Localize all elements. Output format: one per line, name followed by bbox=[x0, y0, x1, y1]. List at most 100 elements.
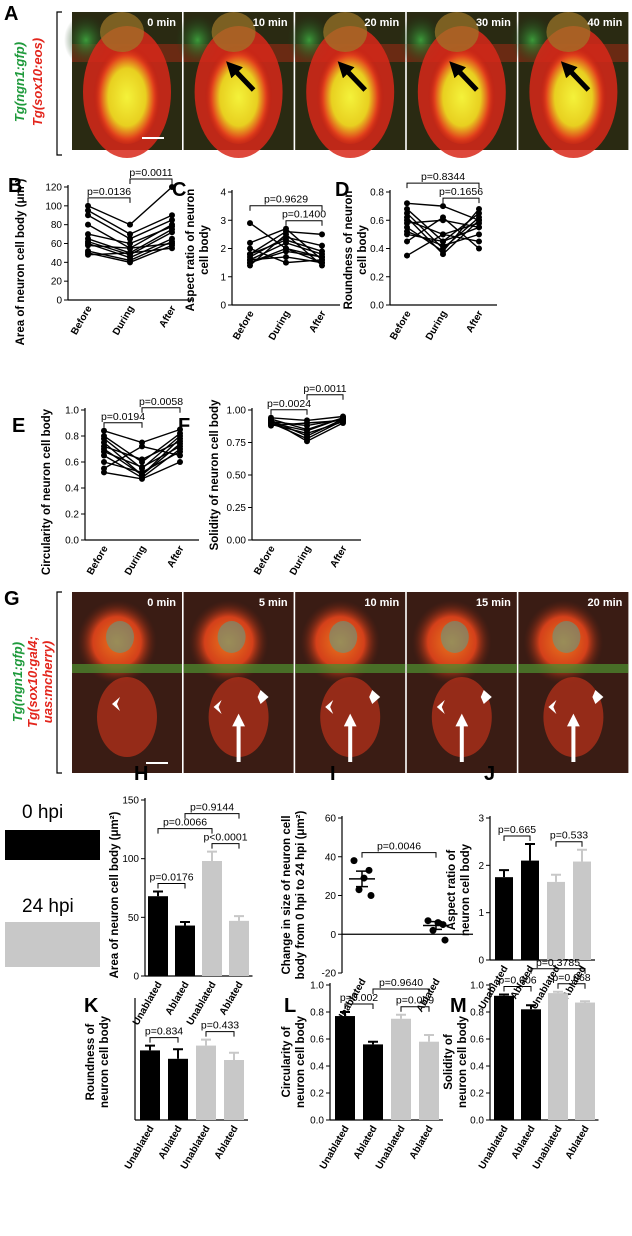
y-axis-label: Circularity of bbox=[281, 1026, 293, 1097]
error-bar bbox=[396, 1013, 406, 1019]
x-tick-label: After bbox=[307, 309, 328, 335]
neuron-body bbox=[316, 40, 385, 144]
significance-bracket bbox=[157, 828, 213, 834]
p-value-label: p=0.3785 bbox=[536, 957, 580, 969]
y-tick-label: 40 bbox=[325, 852, 337, 863]
y-tick-label: 0.25 bbox=[227, 503, 247, 514]
arrowhead bbox=[592, 690, 604, 704]
y-tick-label: 0.6 bbox=[370, 216, 384, 227]
panel-letter: D bbox=[335, 179, 349, 201]
y-axis-label: Area of neuron cell body (μm²) bbox=[15, 178, 27, 345]
y-tick-label: 120 bbox=[45, 183, 62, 194]
data-point bbox=[127, 235, 133, 242]
time-label: 20 min bbox=[588, 597, 623, 609]
bar bbox=[168, 1058, 188, 1120]
significance-bracket bbox=[270, 409, 308, 415]
data-point bbox=[404, 224, 410, 231]
error-bar bbox=[551, 873, 561, 882]
time-label: 10 min bbox=[253, 17, 288, 29]
significance-bracket bbox=[372, 988, 430, 994]
y-axis-label: Change in size of neuron cell bbox=[281, 815, 293, 974]
data-point bbox=[404, 214, 410, 221]
y-tick-label: 60 bbox=[51, 239, 63, 250]
data-point bbox=[169, 184, 175, 190]
bar bbox=[335, 1016, 355, 1120]
panel-letter: M bbox=[450, 995, 467, 1017]
x-tick-label: Before bbox=[69, 304, 95, 337]
image-frame: 10 min bbox=[295, 592, 406, 773]
arrow bbox=[449, 61, 479, 92]
x-tick-label: Unablated bbox=[131, 980, 165, 1027]
data-point bbox=[404, 220, 410, 227]
bar bbox=[196, 1045, 216, 1120]
data-point bbox=[319, 231, 325, 238]
y-axis-label: Aspect ratio of neuron bbox=[185, 189, 197, 312]
panel-letter: J bbox=[484, 763, 495, 785]
data-point bbox=[476, 231, 482, 238]
y-tick-label: 2 bbox=[220, 244, 226, 255]
y-tick-label: 0.8 bbox=[310, 1008, 324, 1019]
data-point bbox=[404, 231, 410, 238]
significance-bracket bbox=[249, 205, 323, 211]
data-point bbox=[476, 217, 482, 224]
y-tick-label: 0.8 bbox=[370, 188, 384, 199]
data-point bbox=[304, 420, 310, 426]
image-frame: 5 min bbox=[183, 592, 294, 773]
legend-swatch bbox=[5, 830, 100, 860]
y-tick-label: 0.2 bbox=[310, 1089, 324, 1100]
y-tick-label: 3 bbox=[220, 216, 226, 227]
error-bar bbox=[173, 1048, 183, 1059]
y-axis-label: Roundness of bbox=[85, 1024, 97, 1101]
image-frame: 15 min bbox=[406, 592, 517, 773]
data-point bbox=[404, 238, 410, 245]
p-value-label: p=0.006 bbox=[498, 974, 536, 986]
green-strip bbox=[183, 664, 294, 673]
data-point bbox=[283, 231, 289, 238]
y-axis-label: Roundness of neuron bbox=[343, 191, 355, 310]
significance-bracket bbox=[557, 983, 586, 989]
arrowhead bbox=[436, 700, 445, 714]
y-tick-label: 4 bbox=[220, 188, 226, 199]
x-tick-label: Unablated bbox=[123, 1124, 157, 1171]
significance-bracket bbox=[406, 182, 480, 189]
data-point bbox=[247, 220, 253, 227]
time-label: 0 min bbox=[147, 17, 176, 29]
significance-bracket bbox=[103, 422, 143, 428]
p-value-label: p=0.433 bbox=[201, 1020, 239, 1032]
significance-bracket bbox=[141, 407, 181, 413]
y-tick-label: 1.0 bbox=[310, 981, 324, 992]
x-tick-label: Before bbox=[85, 544, 111, 577]
error-bar bbox=[577, 848, 587, 862]
arrowhead bbox=[548, 700, 557, 714]
p-value-label: p=0.0176 bbox=[149, 872, 193, 884]
y-tick-label: 0.50 bbox=[227, 471, 247, 482]
arrowhead bbox=[369, 690, 381, 704]
data-point bbox=[169, 245, 175, 252]
y-tick-label: 0.6 bbox=[470, 1035, 484, 1046]
bar bbox=[363, 1044, 383, 1120]
significance-bracket bbox=[211, 843, 240, 849]
arrow bbox=[226, 61, 256, 92]
data-point bbox=[247, 245, 253, 252]
data-point bbox=[139, 464, 145, 471]
x-tick-label: During bbox=[267, 309, 293, 342]
time-label: 15 min bbox=[476, 597, 511, 609]
error-bar bbox=[580, 1000, 590, 1003]
nucleus bbox=[552, 621, 581, 653]
p-value-label: p=0.0136 bbox=[87, 186, 131, 198]
transgene-label: uas:mcherry) bbox=[40, 641, 55, 723]
significance-bracket bbox=[285, 220, 323, 226]
p-value-label: p=0.0058 bbox=[139, 396, 183, 408]
data-point bbox=[85, 231, 91, 238]
p-value-label: p=0.068 bbox=[552, 972, 590, 984]
image-frame: 40 min bbox=[510, 12, 629, 158]
arrowhead bbox=[480, 690, 492, 704]
data-point bbox=[367, 892, 375, 899]
data-point bbox=[440, 214, 446, 221]
x-tick-label: Ablated bbox=[352, 1124, 380, 1161]
y-tick-label: 0.2 bbox=[470, 1089, 484, 1100]
bar bbox=[419, 1041, 439, 1120]
